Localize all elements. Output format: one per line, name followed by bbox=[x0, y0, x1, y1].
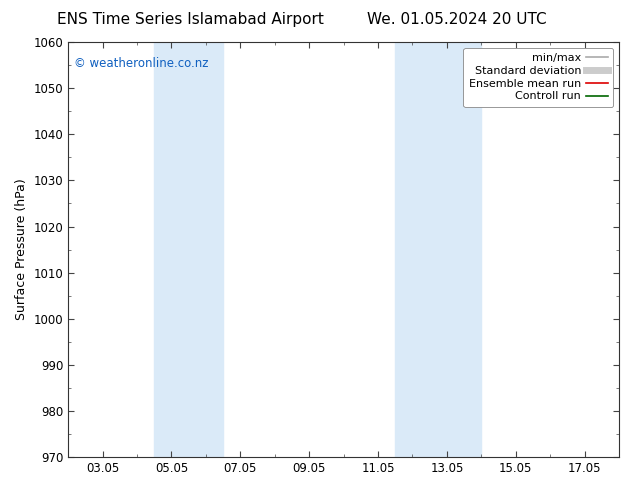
Bar bbox=[154, 42, 223, 457]
Legend: min/max, Standard deviation, Ensemble mean run, Controll run: min/max, Standard deviation, Ensemble me… bbox=[463, 48, 614, 107]
Bar bbox=[395, 42, 481, 457]
Text: © weatheronline.co.nz: © weatheronline.co.nz bbox=[74, 56, 208, 70]
Y-axis label: Surface Pressure (hPa): Surface Pressure (hPa) bbox=[15, 179, 28, 320]
Text: We. 01.05.2024 20 UTC: We. 01.05.2024 20 UTC bbox=[366, 12, 547, 27]
Text: ENS Time Series Islamabad Airport: ENS Time Series Islamabad Airport bbox=[57, 12, 323, 27]
